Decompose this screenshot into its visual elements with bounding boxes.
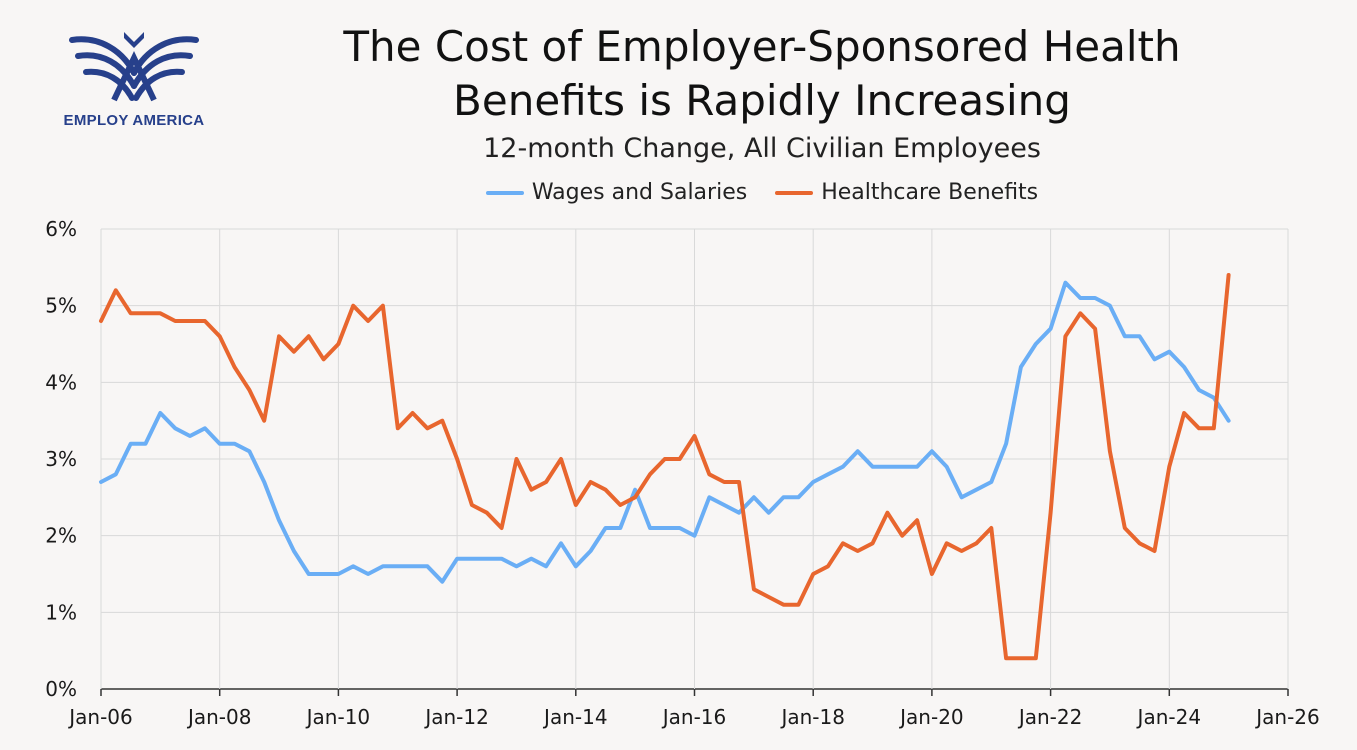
chart-title-line-1: The Cost of Employer-Sponsored Health: [343, 22, 1181, 71]
x-tick-label: Jan-18: [779, 705, 845, 729]
x-tick-label: Jan-20: [898, 705, 964, 729]
y-tick-label: 6%: [45, 217, 77, 241]
chart-title: The Cost of Employer-Sponsored Health Be…: [262, 20, 1262, 128]
y-tick-label: 4%: [45, 370, 77, 394]
eagle-logo-icon: [69, 32, 199, 102]
legend-swatch-wages: [485, 190, 524, 195]
x-tick-label: Jan-24: [1136, 705, 1202, 729]
x-tick-label: Jan-10: [305, 705, 371, 729]
legend-item-healthcare: Healthcare Benefits: [775, 180, 1038, 205]
x-tick-label: Jan-16: [661, 705, 727, 729]
legend-label-healthcare: Healthcare Benefits: [821, 180, 1039, 205]
x-tick-label: Jan-22: [1017, 705, 1083, 729]
y-tick-label: 5%: [45, 294, 77, 318]
series-line-healthcare: [99, 273, 1231, 661]
chart-title-line-2: Benefits is Rapidly Increasing: [453, 76, 1071, 125]
legend: Wages and Salaries Healthcare Benefits: [262, 180, 1262, 205]
x-tick-label: Jan-14: [542, 705, 608, 729]
logo-text: EMPLOY AMERICA: [63, 112, 205, 129]
x-tick-label: Jan-06: [67, 705, 133, 729]
x-tick-label: Jan-12: [423, 705, 489, 729]
legend-swatch-healthcare: [775, 190, 814, 195]
legend-label-wages: Wages and Salaries: [531, 180, 748, 205]
y-tick-label: 0%: [45, 677, 77, 701]
y-tick-label: 1%: [45, 600, 77, 624]
y-tick-label: 2%: [45, 524, 77, 548]
chart-subtitle: 12-month Change, All Civilian Employees: [483, 133, 1041, 164]
x-tick-label: Jan-26: [1254, 705, 1320, 729]
y-tick-label: 3%: [45, 447, 77, 471]
legend-item-wages: Wages and Salaries: [485, 180, 748, 205]
employ-america-logo: EMPLOY AMERICA: [44, 28, 224, 138]
x-tick-label: Jan-08: [186, 705, 252, 729]
series-line-wages: [99, 280, 1231, 584]
